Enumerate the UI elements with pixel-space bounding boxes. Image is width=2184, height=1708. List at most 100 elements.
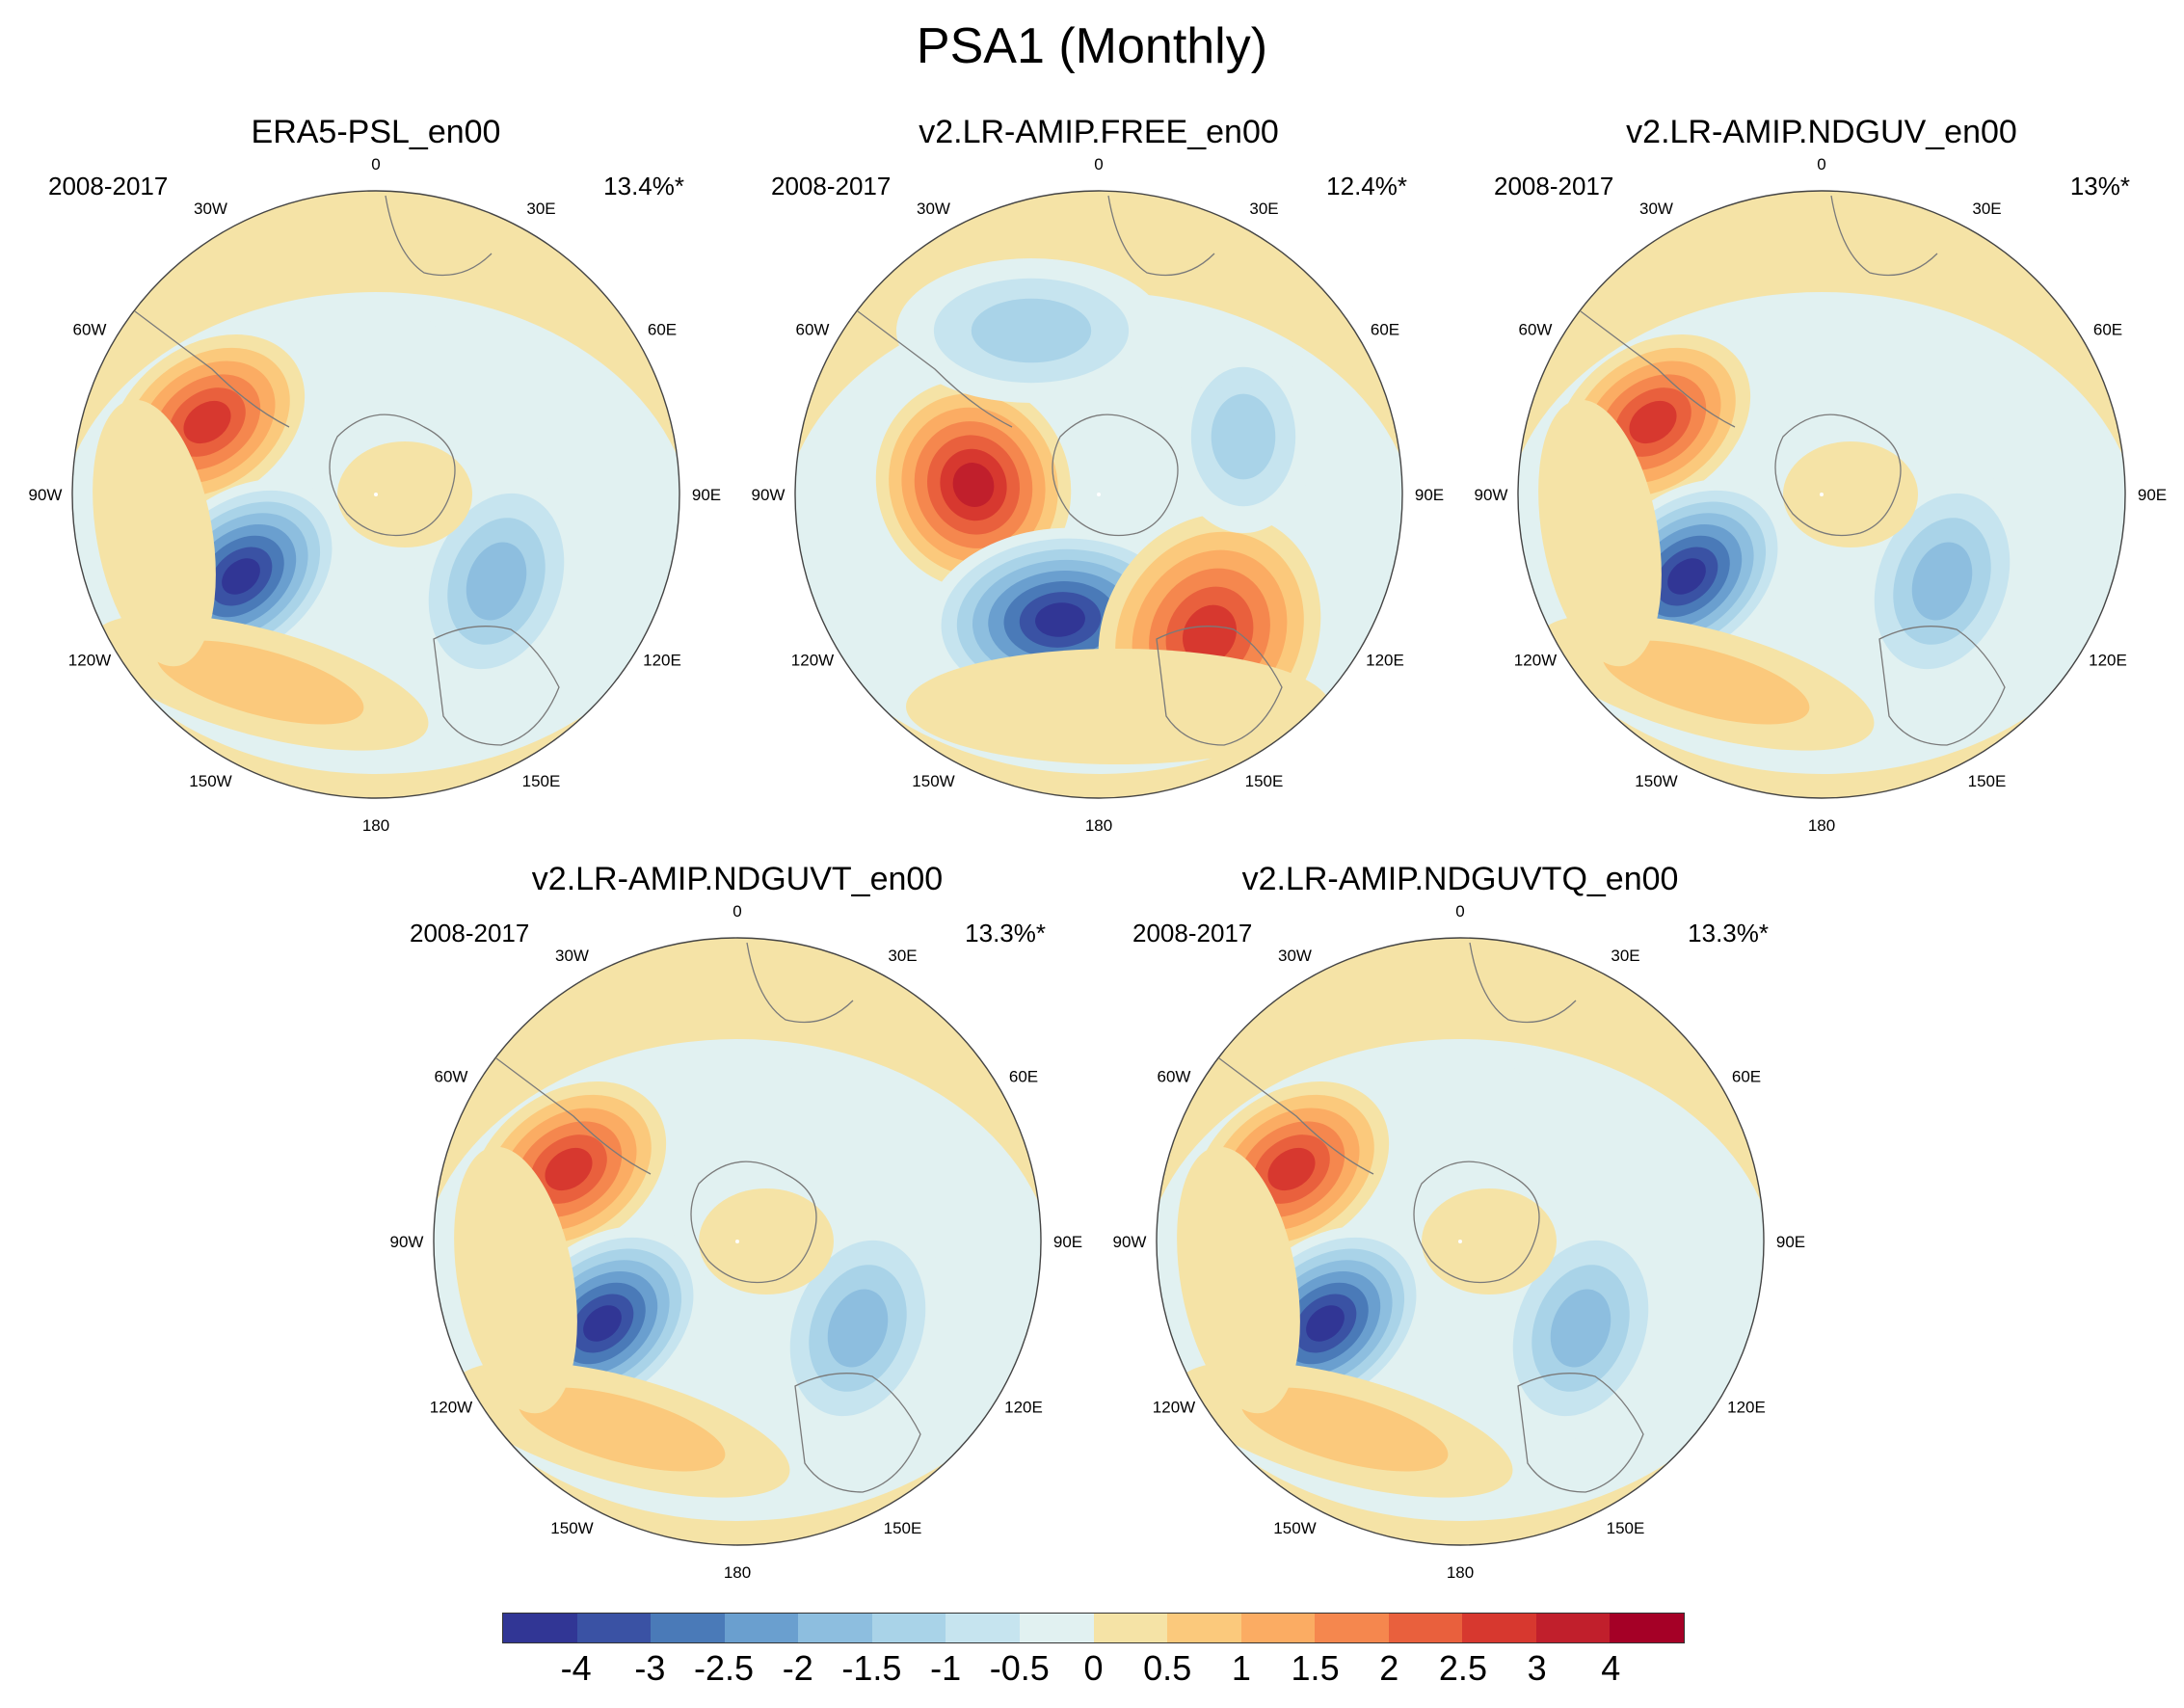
colorbar-tick-label: 0.5 [1143, 1648, 1192, 1688]
lon-label: 150W [1273, 1519, 1316, 1537]
colorbar-cell [1388, 1614, 1463, 1642]
lon-label: 90E [1776, 1233, 1805, 1251]
lon-label: 30E [1972, 200, 2001, 218]
lon-label: 120W [68, 652, 111, 670]
lon-label: 30W [555, 947, 589, 965]
lon-label: 90W [29, 486, 63, 504]
colorbar-tick-label: -1.5 [841, 1648, 902, 1688]
lon-label: 180 [362, 816, 389, 835]
lon-label: 90W [752, 486, 786, 504]
lon-label: 150E [884, 1519, 922, 1537]
polar-map: 0 30E 60E 90E 120E 150E 180 150W 120W 90W 60W 30W [390, 902, 1083, 1582]
polar-map: 0 30E 60E 90E 120E 150E 180 150W 120W 90W 60W 30W [1475, 155, 2168, 835]
colorbar-tick-label: 1 [1231, 1648, 1251, 1688]
period-label: 2008-2017 [1494, 172, 1614, 200]
lon-label: 90W [1113, 1233, 1147, 1251]
lon-label: 30W [1278, 947, 1312, 965]
lon-label: 150E [522, 772, 561, 790]
colorbar-cell [1019, 1614, 1094, 1642]
lon-label: 90E [692, 486, 721, 504]
lon-label: 60E [1009, 1068, 1038, 1086]
colorbar-cell [1093, 1614, 1168, 1642]
lon-label: 60E [1732, 1068, 1761, 1086]
lon-label: 30E [1249, 200, 1278, 218]
map-panel: v2.LR-AMIP.NDGUVT_en00 2008-2017 13.3%* 0 30… [390, 861, 1084, 1582]
colorbar-cell [1240, 1614, 1316, 1642]
lon-label: 180 [1085, 816, 1112, 835]
panel-title: v2.LR-AMIP.NDGUVT_en00 [531, 861, 944, 897]
map-panel: v2.LR-AMIP.FREE_en00 2008-2017 12.4%* 0 30E 6… [752, 114, 1446, 835]
lon-label: 0 [1094, 155, 1103, 173]
lon-label: 90W [390, 1233, 424, 1251]
colorbar-tick-label: 4 [1601, 1648, 1621, 1688]
variance-percent: 13%* [2069, 172, 2130, 200]
polar-map: 0 30E 60E 90E 120E 150E 180 150W 120W 90W 60W 30W [29, 155, 722, 835]
lon-label: 90E [2138, 486, 2167, 504]
colorbar-cell [946, 1614, 1020, 1642]
lon-label: 120E [1366, 652, 1404, 670]
panel-title: v2.LR-AMIP.FREE_en00 [919, 114, 1279, 150]
colorbar-cell [576, 1614, 652, 1642]
lon-label: 180 [724, 1563, 751, 1582]
lon-label: 150W [189, 772, 231, 790]
colorbar-tick-label: -2.5 [694, 1648, 755, 1688]
colorbar-tick-label: 1.5 [1291, 1648, 1340, 1688]
lon-label: 180 [1447, 1563, 1474, 1582]
lon-label: 30E [526, 200, 555, 218]
lon-label: 120E [2089, 652, 2127, 670]
lon-label: 30W [194, 200, 227, 218]
colorbar-cell [724, 1614, 799, 1642]
map-panel: v2.LR-AMIP.NDGUV_en00 2008-2017 13%* 0 30E 60… [1475, 114, 2169, 835]
lon-label: 90W [1475, 486, 1508, 504]
polar-map: 0 30E 60E 90E 120E 150E 180 150W 120W 90W 60W 30W [752, 155, 1445, 835]
variance-percent: 13.4%* [603, 172, 684, 200]
colorbar-cell [1535, 1614, 1611, 1642]
lon-label: 60E [1371, 321, 1399, 339]
colorbar-tick-label: 2 [1379, 1648, 1399, 1688]
lon-label: 0 [1455, 902, 1464, 921]
lon-label: 60W [73, 321, 107, 339]
colorbar-tick-label: 3 [1527, 1648, 1547, 1688]
colorbar-tick-label: 2.5 [1438, 1648, 1487, 1688]
colorbar-cell [871, 1614, 946, 1642]
lon-label: 150E [1607, 1519, 1645, 1537]
colorbar-tick-label: -4 [560, 1648, 592, 1688]
lon-label: 60E [648, 321, 677, 339]
lon-label: 30W [917, 200, 950, 218]
variance-percent: 13.3%* [1688, 919, 1769, 947]
variance-percent: 13.3%* [965, 919, 1046, 947]
lon-label: 60W [1519, 321, 1553, 339]
colorbar-tick-label: -0.5 [989, 1648, 1050, 1688]
period-label: 2008-2017 [48, 172, 169, 200]
panel-title: v2.LR-AMIP.NDGUV_en00 [1626, 114, 2017, 150]
colorbar-tick-label: -3 [634, 1648, 666, 1688]
lon-label: 120E [1727, 1399, 1766, 1417]
lon-label: 60W [796, 321, 830, 339]
map-panel: ERA5-PSL_en00 2008-2017 13.4%* 0 30E 60E 90E 12… [29, 114, 723, 835]
variance-percent: 12.4%* [1326, 172, 1407, 200]
lon-label: 0 [371, 155, 380, 173]
figure-title: PSA1 (Monthly) [916, 18, 1268, 74]
lon-label: 0 [1817, 155, 1825, 173]
lon-label: 120W [791, 652, 834, 670]
lon-label: 150E [1245, 772, 1284, 790]
colorbar-cell [1315, 1614, 1389, 1642]
map-panel: v2.LR-AMIP.NDGUVTQ_en00 2008-2017 13.3%* 0 3… [1113, 861, 1807, 1582]
polar-map: 0 30E 60E 90E 120E 150E 180 150W 120W 90W 60W 30W [1113, 902, 1806, 1582]
colorbar-cell [1610, 1614, 1684, 1642]
colorbar-tick-label: -1 [930, 1648, 962, 1688]
lon-label: 120W [430, 1399, 472, 1417]
lon-label: 60W [1158, 1068, 1191, 1086]
lon-label: 90E [1053, 1233, 1082, 1251]
period-label: 2008-2017 [410, 919, 530, 947]
lon-label: 0 [732, 902, 741, 921]
colorbar-cell [503, 1614, 577, 1642]
lon-label: 30W [1639, 200, 1673, 218]
colorbar-cell [798, 1614, 872, 1642]
panel-title: ERA5-PSL_en00 [251, 114, 501, 150]
lon-label: 90E [1415, 486, 1444, 504]
lon-label: 120W [1514, 652, 1557, 670]
lon-label: 120W [1153, 1399, 1195, 1417]
lon-label: 60W [435, 1068, 468, 1086]
lon-label: 150W [550, 1519, 593, 1537]
